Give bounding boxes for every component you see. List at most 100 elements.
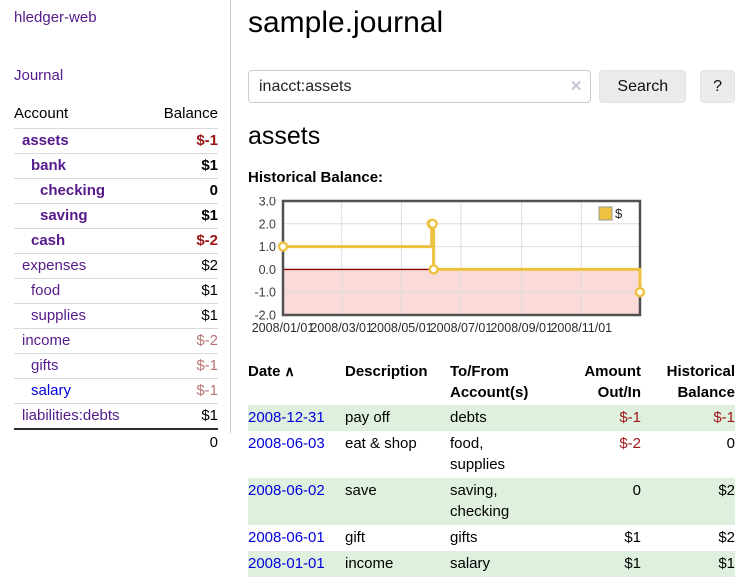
account-link[interactable]: food xyxy=(31,282,61,299)
register-cell-accounts: saving, checking xyxy=(450,482,510,520)
register-cell-accounts: gifts xyxy=(450,529,478,546)
page-title: sample.journal xyxy=(248,6,444,39)
account-balance: $1 xyxy=(148,278,218,304)
account-row: food $1 xyxy=(14,278,218,304)
register-row: 2008-01-01 income salary $1 $1 xyxy=(248,551,735,577)
chart-legend: $ xyxy=(598,206,623,221)
search-button[interactable]: Search xyxy=(599,70,687,103)
register-cell-description: income xyxy=(345,555,394,572)
account-link[interactable]: expenses xyxy=(22,257,87,274)
accounts-header-account: Account xyxy=(14,100,149,129)
register-cell-amount: $-2 xyxy=(619,435,641,452)
account-link[interactable]: checking xyxy=(40,182,106,199)
clear-search-icon[interactable]: ✕ xyxy=(569,78,583,95)
sort-asc-icon: ∧ xyxy=(284,363,295,379)
account-link[interactable]: assets xyxy=(22,132,69,149)
account-balance: $1 xyxy=(148,303,218,329)
sidebar-divider xyxy=(230,0,231,433)
register-header-date[interactable]: Date ∧ xyxy=(248,363,295,380)
accounts-total-value: 0 xyxy=(148,428,218,455)
register-date-link[interactable]: 2008-01-01 xyxy=(248,555,325,572)
data-point-marker xyxy=(427,218,438,229)
account-link[interactable]: bank xyxy=(31,157,67,174)
register-date-link[interactable]: 2008-06-03 xyxy=(248,435,325,452)
y-axis-tick-label: 1.0 xyxy=(259,240,276,254)
account-row: gifts $-1 xyxy=(14,353,218,379)
register-header-accounts: To/From Account(s) xyxy=(450,363,529,401)
data-point-marker xyxy=(634,286,646,298)
search-form: ✕ Search ? xyxy=(248,70,735,103)
account-row: assets $-1 xyxy=(14,128,218,154)
account-balance: $2 xyxy=(148,253,218,279)
account-balance: $1 xyxy=(148,153,218,179)
sidebar-item-journal[interactable]: Journal xyxy=(14,67,64,84)
register-cell-balance: $-1 xyxy=(713,409,735,426)
register-cell-accounts: salary xyxy=(450,555,491,572)
chart-title: Historical Balance: xyxy=(248,169,384,186)
register-cell-amount: $-1 xyxy=(619,409,641,426)
register-cell-balance: $1 xyxy=(718,555,735,572)
account-row: bank $1 xyxy=(14,153,218,179)
account-link[interactable]: gifts xyxy=(31,357,59,374)
register-cell-description: eat & shop xyxy=(345,435,417,452)
account-balance: $-1 xyxy=(148,353,218,379)
register-row: 2008-06-02 save saving, checking 0 $2 xyxy=(248,478,735,525)
account-link[interactable]: income xyxy=(22,332,71,349)
y-axis-tick-label: -1.0 xyxy=(254,286,276,300)
account-link[interactable]: liabilities:debts xyxy=(22,407,120,424)
account-balance: $1 xyxy=(148,203,218,229)
account-link[interactable]: saving xyxy=(40,207,88,224)
account-row: income $-2 xyxy=(14,328,218,354)
x-axis-tick-label: 2008/11/01 xyxy=(550,321,612,335)
x-axis-tick-label: 2008/01/01 xyxy=(252,321,315,335)
register-date-link[interactable]: 2008-06-01 xyxy=(248,529,325,546)
register-cell-amount: 0 xyxy=(632,482,641,499)
brand-link[interactable]: hledger-web xyxy=(14,9,97,26)
balance-chart[interactable]: $3.0 2.0 1.0 0.0 -1.0 -2.0 2008/01/01 2008/03/0… xyxy=(248,195,735,343)
account-row: salary $-1 xyxy=(14,378,218,404)
account-row: liabilities:debts $1 xyxy=(14,403,218,430)
x-axis-tick-label: 2008/05/01 xyxy=(370,321,433,335)
account-balance: $-1 xyxy=(148,378,218,404)
y-axis-tick-label: 2.0 xyxy=(259,217,276,231)
register-cell-accounts: debts xyxy=(450,409,487,426)
register-cell-amount: $1 xyxy=(624,529,641,546)
account-link[interactable]: supplies xyxy=(31,307,87,324)
register-date-link[interactable]: 2008-12-31 xyxy=(248,409,325,426)
account-link[interactable]: salary xyxy=(31,382,72,399)
account-row: checking 0 xyxy=(14,178,218,204)
register-cell-date: 2008-06-01 xyxy=(248,525,345,551)
x-axis-tick-label: 2008/07/01 xyxy=(430,321,493,335)
y-axis-tick-label: 0.0 xyxy=(259,263,276,277)
account-row: expenses $2 xyxy=(14,253,218,279)
register-cell-description: gift xyxy=(345,529,366,546)
account-row: cash $-2 xyxy=(14,228,218,254)
register-cell-balance: $2 xyxy=(718,482,735,499)
register-row: 2008-06-03 eat & shop food, supplies $-2 0 xyxy=(248,431,735,478)
register-header-amount: Amount Out/In xyxy=(584,363,641,401)
account-link[interactable]: cash xyxy=(31,232,66,249)
register-cell-amount: $1 xyxy=(624,555,641,572)
y-axis-tick-label: 3.0 xyxy=(259,197,276,209)
accounts-table: Account Balance assets $-1 bank $1 checking 0… xyxy=(14,100,218,455)
register-date-link[interactable]: 2008-06-02 xyxy=(248,482,325,499)
balance-chart-svg: $3.0 2.0 1.0 0.0 -1.0 -2.02008/01/012008/03/0… xyxy=(252,195,646,335)
register-cell-date: 2008-06-02 xyxy=(248,478,345,525)
account-balance: 0 xyxy=(148,178,218,204)
help-button[interactable]: ? xyxy=(700,70,735,103)
register-cell-balance: $2 xyxy=(718,529,735,546)
account-row: saving $1 xyxy=(14,203,218,229)
account-balance: $1 xyxy=(148,403,218,430)
register-cell-balance: 0 xyxy=(726,435,735,452)
legend-label: $ xyxy=(615,206,623,221)
account-balance: $-2 xyxy=(148,228,218,254)
accounts-total-row: 0 xyxy=(14,428,218,455)
register-cell-date: 2008-06-03 xyxy=(248,431,345,478)
register-cell-accounts: food, supplies xyxy=(450,435,506,473)
search-input[interactable] xyxy=(248,70,592,103)
register-header-balance: Historical Balance xyxy=(666,363,735,401)
register-header-description: Description xyxy=(345,363,428,380)
register-table: Date ∧ Description To/From Account(s) Amo… xyxy=(248,360,735,577)
sidebar: hledger-web Journal Account Balance asse… xyxy=(0,0,230,455)
legend-swatch xyxy=(598,206,613,221)
